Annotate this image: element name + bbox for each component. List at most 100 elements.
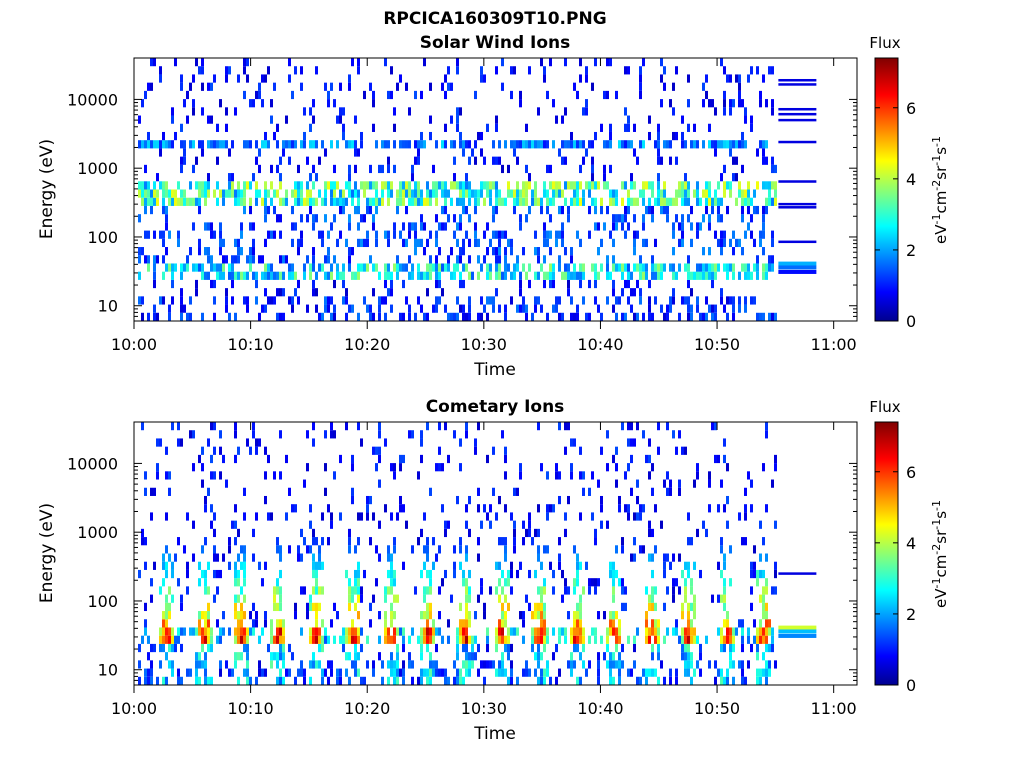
heatmap-cell [327,635,330,644]
heatmap-cell [465,430,468,439]
heatmap-cell [492,487,495,496]
heatmap-cell [573,263,576,272]
heatmap-cell [585,181,588,190]
heatmap-cell [387,189,390,198]
heatmap-cell [447,263,450,272]
heatmap-cell [633,148,636,157]
heatmap-cell [192,74,195,83]
heatmap-cell [294,271,297,280]
heatmap-cell [159,74,162,83]
heatmap-cell [513,487,516,496]
heatmap-cell [243,189,246,198]
heatmap-cell [270,115,273,124]
heatmap-cell [258,561,261,570]
heatmap-cell [693,123,696,132]
heatmap-cell [687,660,690,669]
heatmap-cell [657,271,660,280]
heatmap-cell [597,676,600,685]
heatmap-cell [483,181,486,190]
heatmap-cell [225,304,228,313]
x-tick-label: 10:00 [111,335,157,354]
heatmap-cell [765,181,768,190]
heatmap-cell [594,279,597,289]
heatmap-cell [429,197,432,206]
heatmap-cell [741,668,744,677]
heatmap-cell [600,446,603,455]
heatmap-cell [714,148,717,157]
heatmap-cell [537,528,540,538]
heatmap-cell [612,288,615,297]
heatmap-cell [741,197,744,206]
heatmap-cell [753,296,756,305]
heatmap-cell [558,668,561,677]
heatmap-cell [153,140,156,149]
heatmap-cell [498,238,501,248]
heatmap-cell [378,422,381,431]
heatmap-cell [687,668,690,677]
heatmap-cell [573,660,576,669]
heatmap-cell [264,205,267,215]
heatmap-cell [489,181,492,190]
heatmap-cell [576,140,579,149]
heatmap-cell [450,312,453,321]
heatmap-cell [633,635,636,644]
heatmap-cell [771,263,774,272]
heatmap-cell [564,181,567,190]
heatmap-cell [207,627,210,636]
heatmap-cell [615,296,618,305]
heatmap-cell [354,602,357,612]
heatmap-cell [498,156,501,165]
heatmap-cell [174,553,177,562]
heatmap-cell [519,561,522,570]
heatmap-cell [357,271,360,280]
heatmap-cell [426,569,429,579]
heatmap-cell [336,668,339,677]
heatmap-cell [459,676,462,685]
heatmap-cell [720,594,723,603]
heatmap-cell [348,545,351,554]
heatmap-cell [747,271,750,280]
heatmap-cell [165,247,168,256]
heatmap-cell [309,635,312,644]
heatmap-cell [420,668,423,677]
heatmap-cell [528,602,531,612]
heatmap-cell [327,660,330,669]
heatmap-cell [309,189,312,198]
heatmap-cell [648,668,651,677]
heatmap-cell [516,304,519,313]
heatmap-cell [369,619,372,628]
heatmap-cell [144,90,147,100]
heatmap-cell [369,304,372,313]
heatmap-cell [507,263,510,272]
heatmap-cell [636,479,639,488]
heatmap-cell [750,197,753,206]
heatmap-cell [630,288,633,297]
heatmap-cell [357,569,360,579]
heatmap-cell [261,255,264,264]
heatmap-cell [447,66,450,75]
heatmap-cell [210,115,213,124]
heatmap-cell [477,668,480,677]
heatmap-cell [459,107,462,116]
heatmap-cell [489,586,492,595]
heatmap-cell [747,205,750,215]
heatmap-cell [201,463,204,472]
heatmap-cell [210,279,213,289]
heatmap-cell [366,635,369,644]
heatmap-cell [726,611,729,620]
heatmap-cell [618,660,621,669]
heatmap-cell [477,238,480,248]
heatmap-cell [594,296,597,305]
heatmap-cell [246,296,249,305]
heatmap-cell [309,602,312,612]
heatmap-cell [480,181,483,190]
heatmap-cell [471,189,474,198]
heatmap-cell [564,422,567,431]
heatmap-cell [714,454,717,464]
heatmap-cell [405,263,408,272]
heatmap-cell [639,512,642,521]
heatmap-cell [231,140,234,149]
heatmap-cell [174,58,177,67]
heatmap-cell [558,263,561,272]
heatmap-cell [342,635,345,644]
